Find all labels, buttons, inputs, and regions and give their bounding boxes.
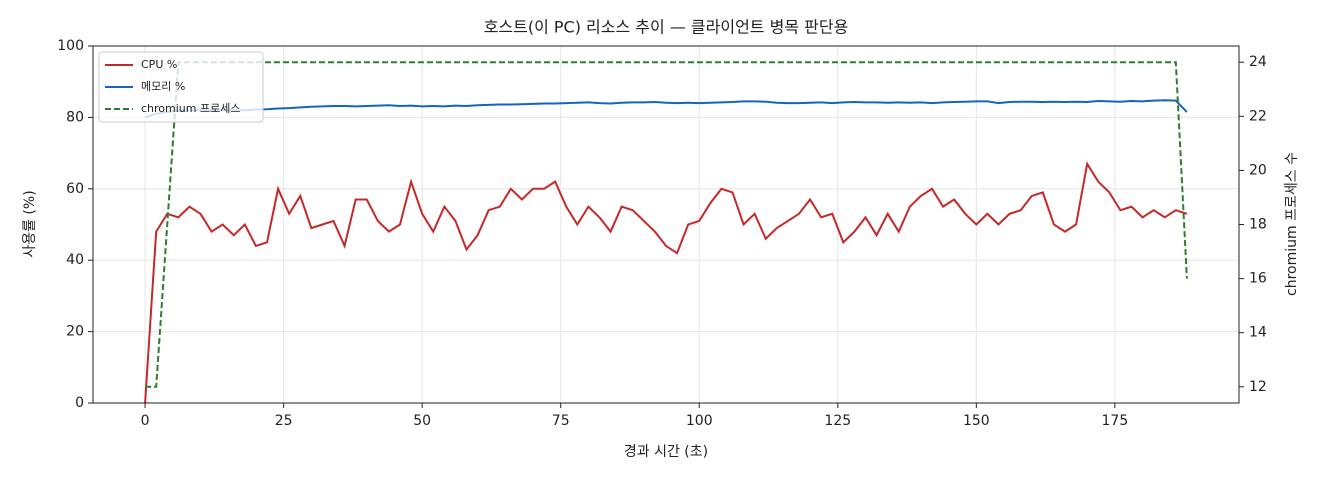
- series-line: [144, 161, 1188, 404]
- x-tick-label: 150: [963, 413, 990, 429]
- y2-tick-label: 16: [1249, 271, 1267, 287]
- y2-tick-label: 24: [1249, 54, 1267, 70]
- series-line: [144, 99, 1188, 119]
- x-tick-label: 0: [141, 413, 150, 429]
- x-tick-label: 175: [1102, 413, 1129, 429]
- y-tick-label: 40: [66, 252, 84, 268]
- plot-frame: [92, 45, 1240, 404]
- x-tick-label: 100: [686, 413, 713, 429]
- x-tick-label: 50: [413, 413, 431, 429]
- legend: CPU % 메모리 % chromium 프로세스: [98, 51, 264, 123]
- y2-tick-label: 20: [1249, 162, 1267, 178]
- x-tick-label: 25: [275, 413, 293, 429]
- legend-label: chromium 프로세스: [141, 102, 240, 115]
- x-tick-label: 75: [552, 413, 570, 429]
- legend-label: 메모리 %: [141, 80, 185, 93]
- y-tick-label: 60: [66, 181, 84, 197]
- y2-tick-label: 18: [1249, 217, 1267, 233]
- x-axis-label: 경과 시간 (초): [624, 444, 708, 460]
- y-tick-label: 80: [66, 109, 84, 125]
- y2-axis-label: chromium 프로세스 수: [1284, 152, 1300, 296]
- legend-box: [98, 51, 264, 123]
- y2-tick-label: 22: [1249, 108, 1267, 124]
- y-tick-label: 100: [57, 38, 84, 54]
- x-tick-label: 125: [824, 413, 851, 429]
- y-tick-label: 0: [75, 395, 84, 411]
- y-axis-label: 사용률 (%): [22, 190, 38, 257]
- y2-tick-label: 14: [1249, 325, 1267, 341]
- series-line: [145, 61, 1188, 388]
- y2-tick-label: 12: [1249, 379, 1267, 395]
- legend-label: CPU %: [141, 58, 177, 71]
- y-tick-label: 20: [66, 324, 84, 340]
- chart-title: 호스트(이 PC) 리소스 추이 — 클라이언트 병목 판단용: [484, 18, 849, 37]
